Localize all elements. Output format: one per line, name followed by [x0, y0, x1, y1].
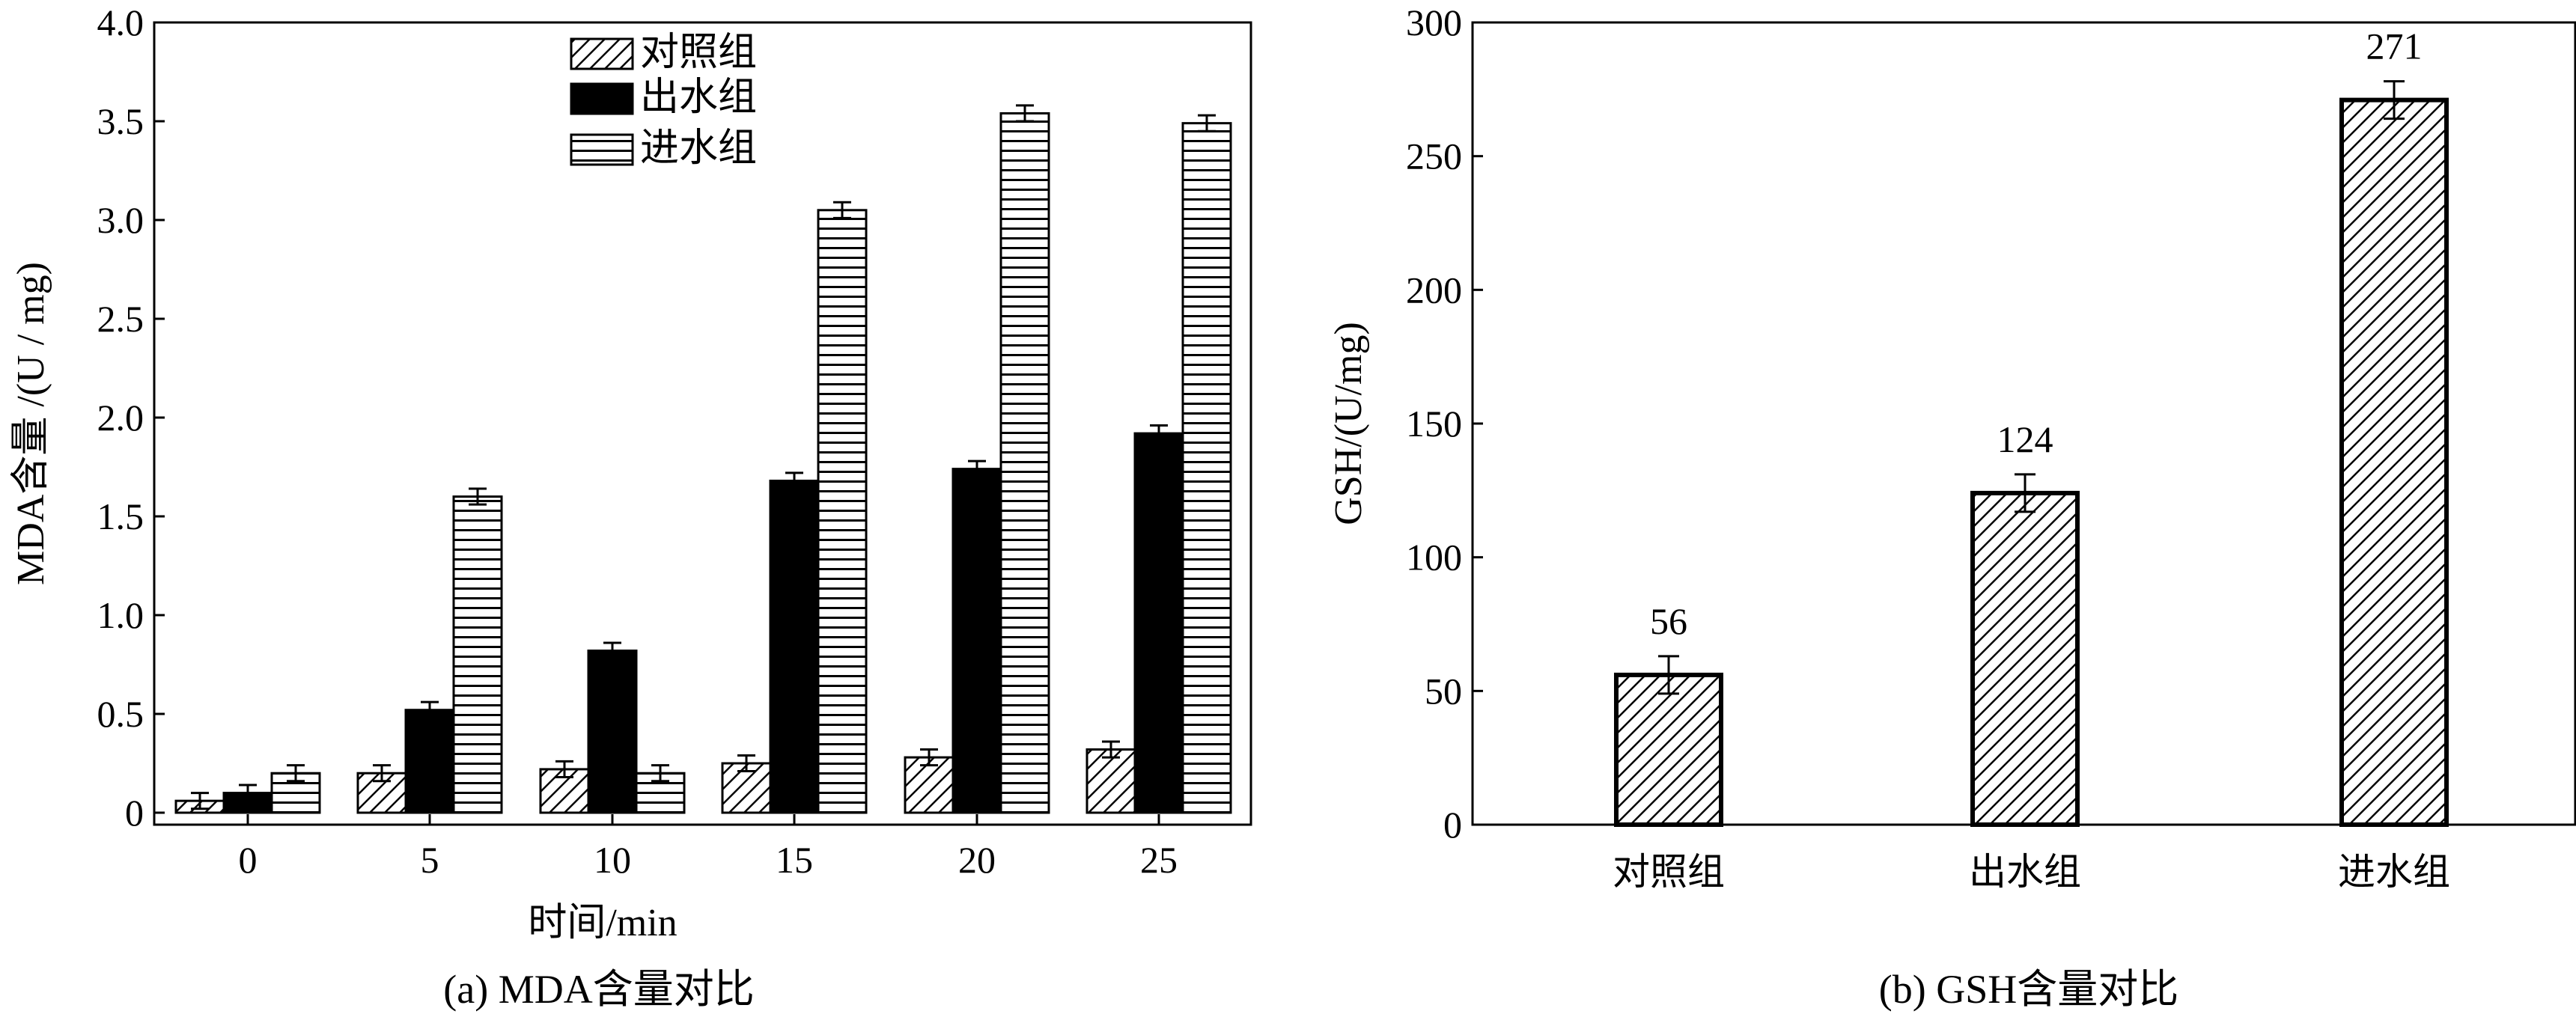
legend-label-inlet: 进水组	[640, 127, 757, 170]
mda-bar-outlet	[1133, 432, 1184, 814]
gsh-bar-outlet	[1970, 490, 2080, 827]
mda-bar-inlet	[452, 495, 503, 814]
gsh-bars: 56 124 271	[1614, 25, 2449, 828]
mda-caption: (a) MDA含量对比	[443, 967, 754, 1012]
mda-y-tick-label: 1.5	[97, 495, 144, 537]
mda-bar-outlet	[951, 468, 1002, 814]
mda-y-axis: 0 0.5 1.0 1.5 2.0 2.5 3.0 3.5 4.0	[97, 1, 165, 834]
mda-y-tick-label: 3.5	[97, 100, 144, 142]
mda-y-axis-title: MDA含量 /(U / mg)	[10, 262, 52, 585]
gsh-bar-inlet	[2339, 97, 2449, 828]
legend-swatch-outlet	[570, 82, 634, 115]
mda-x-tick-label: 5	[421, 839, 439, 881]
legend-item-outlet: 出水组	[570, 76, 757, 119]
mda-bar-control	[904, 756, 954, 814]
mda-y-tick-label: 0	[125, 792, 144, 834]
gsh-x-tick-label: 对照组	[1613, 851, 1725, 893]
mda-x-tick-label: 25	[1140, 839, 1178, 881]
gsh-x-axis: 对照组 出水组 进水组	[1613, 851, 2450, 893]
gsh-y-axis-title: GSH/(U/mg)	[1327, 322, 1370, 525]
mda-y-tick-label: 0.5	[97, 693, 144, 735]
gsh-y-tick-label: 250	[1406, 135, 1462, 177]
mda-y-tick-label: 1.0	[97, 594, 144, 636]
mda-y-tick-label: 2.0	[97, 397, 144, 439]
mda-x-tick-label: 20	[958, 839, 996, 881]
gsh-data-label: 124	[1997, 418, 2053, 460]
gsh-y-tick-label: 300	[1406, 1, 1462, 43]
gsh-x-tick-label: 出水组	[1969, 851, 2081, 893]
gsh-y-tick-label: 50	[1425, 670, 1462, 712]
legend-swatch-control	[570, 37, 634, 70]
mda-x-tick-label: 10	[594, 839, 631, 881]
gsh-y-tick-label: 0	[1443, 804, 1462, 846]
legend-label-outlet: 出水组	[640, 76, 757, 119]
gsh-y-tick-label: 150	[1406, 403, 1462, 445]
legend-label-control: 对照组	[640, 31, 757, 74]
mda-bar-outlet	[587, 650, 638, 814]
mda-bars	[174, 104, 1232, 814]
gsh-bar-control	[1614, 672, 1723, 827]
gsh-y-tick-label: 100	[1406, 537, 1462, 578]
mda-x-tick-label: 0	[239, 839, 258, 881]
legend-item-inlet: 进水组	[570, 127, 757, 170]
legend-swatch-inlet	[570, 133, 634, 166]
mda-bar-inlet	[1181, 122, 1232, 814]
legend-item-control: 对照组	[570, 31, 757, 74]
gsh-x-tick-label: 进水组	[2338, 851, 2450, 893]
mda-bar-control	[1085, 748, 1136, 814]
gsh-data-label: 56	[1650, 600, 1687, 642]
mda-y-tick-label: 2.5	[97, 298, 144, 340]
gsh-chart-panel: 0 50 100 150 200 250 300 56 124 271 对照组 出水组 进水组 GS…	[1327, 1, 2576, 1012]
mda-plot-frame	[153, 21, 1252, 826]
mda-bar-outlet	[404, 709, 455, 814]
mda-legend: 对照组 出水组 进水组	[570, 31, 757, 170]
gsh-y-tick-label: 200	[1406, 269, 1462, 311]
mda-y-tick-label: 3.0	[97, 199, 144, 241]
mda-x-axis: 0 5 10 15 20 25	[239, 814, 1178, 881]
mda-x-axis-title: 时间/min	[528, 902, 677, 944]
gsh-y-axis: 0 50 100 150 200 250 300	[1406, 1, 1483, 846]
mda-bar-inlet	[817, 209, 868, 814]
mda-chart-panel: 0 0.5 1.0 1.5 2.0 2.5 3.0 3.5 4.0 0 5 10 15 20 25 MDA…	[10, 1, 1252, 1012]
gsh-data-label: 271	[2366, 25, 2423, 67]
mda-bar-inlet	[999, 112, 1050, 814]
mda-x-tick-label: 15	[776, 839, 813, 881]
gsh-caption: (b) GSH含量对比	[1879, 967, 2179, 1012]
mda-y-tick-label: 4.0	[97, 1, 144, 43]
mda-bar-outlet	[769, 479, 820, 814]
